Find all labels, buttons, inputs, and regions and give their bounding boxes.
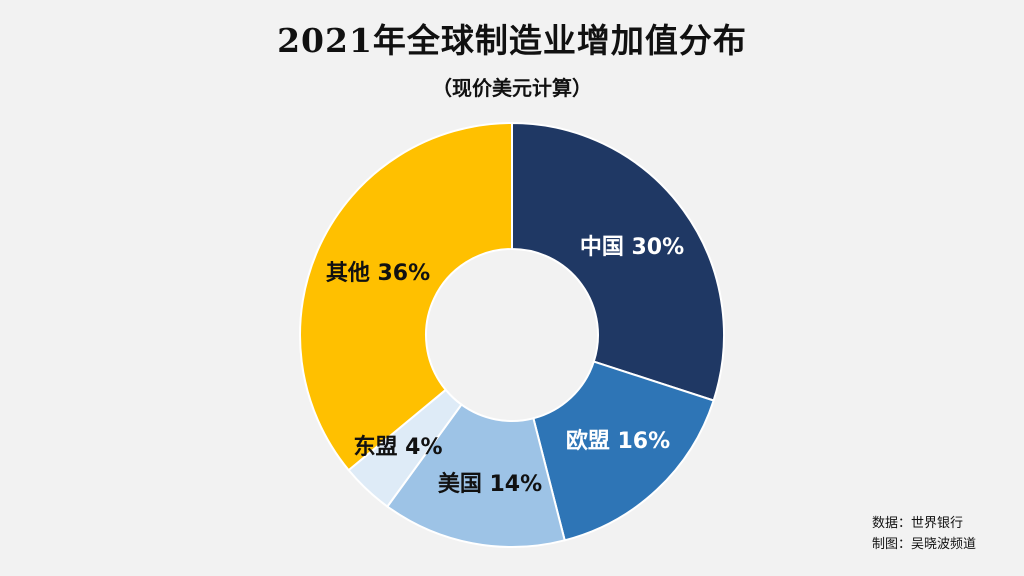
slice-label: 东盟 4% <box>353 434 442 460</box>
slice-label: 其他 36% <box>326 261 430 286</box>
donut-slice <box>511 121 725 402</box>
data-source: 数据：世界银行 <box>872 516 964 531</box>
slice-label: 欧盟 16% <box>566 428 670 454</box>
chart-subtitle: （现价美元计算） <box>432 76 592 100</box>
chart-title: 2021年全球制造业增加值分布 <box>277 21 747 60</box>
donut-slice <box>532 360 715 542</box>
slice-label: 美国 14% <box>438 471 542 497</box>
chart-credit: 制图：吴晓波频道 <box>872 537 977 552</box>
slice-label: 中国 30% <box>580 235 684 260</box>
donut-slice <box>299 121 513 472</box>
donut-slice <box>385 403 566 548</box>
